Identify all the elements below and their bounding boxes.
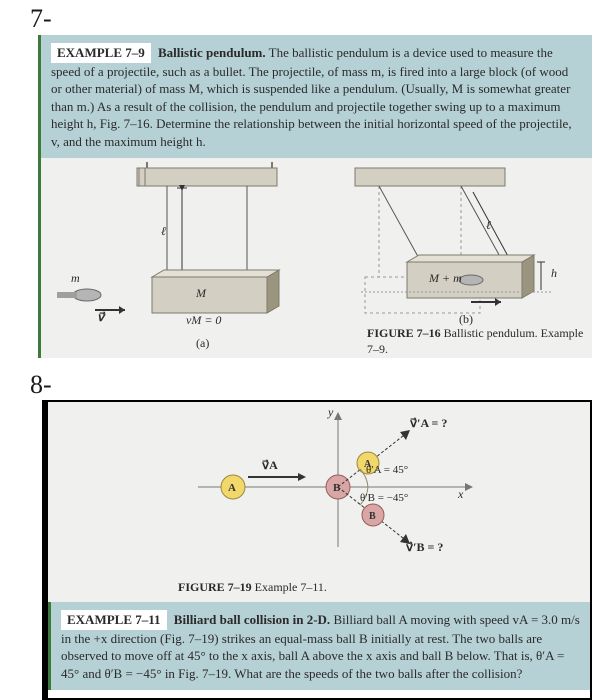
svg-text:A: A: [228, 482, 236, 494]
question-number-7: 7-: [30, 4, 52, 34]
fig716-label-M: M: [196, 286, 206, 301]
fig716-panel-a-label: (a): [196, 336, 209, 351]
question-number-8: 8-: [30, 370, 52, 400]
fig716-label-h: h: [551, 266, 557, 281]
figure-7-19: A B A B y x v⃗A v⃗′A = ? v⃗′B = ? θ′A = …: [48, 402, 590, 602]
fig719-label-vA-after: v⃗′A = ?: [410, 416, 447, 431]
example-7-9-block: EXAMPLE 7–9 Ballistic pendulum. The ball…: [38, 35, 592, 358]
example-7-9-title: Ballistic pendulum.: [158, 45, 266, 60]
figure-7-16: m v⃗ M vM = 0 ℓ (a): [41, 158, 592, 358]
svg-text:B: B: [369, 511, 376, 522]
fig719-label-thetaA: θ′A = 45°: [366, 464, 408, 476]
figure-7-19-svg: A B A B: [48, 402, 578, 572]
fig716-caption-label: FIGURE 7–16: [367, 326, 441, 340]
figure-7-16-panel-b-svg: [341, 162, 571, 332]
fig716-label-Mplusm: M + m: [429, 271, 462, 286]
example-7-11-wrapper: EXAMPLE 7–11 Billiard ball collision in …: [48, 602, 590, 690]
example-7-9-label: EXAMPLE 7–9: [51, 43, 151, 63]
example-7-9-text: EXAMPLE 7–9 Ballistic pendulum. The ball…: [41, 35, 592, 158]
fig716-label-ell-b: ℓ: [486, 218, 491, 233]
fig716-label-m: m: [71, 271, 80, 286]
fig719-caption-text: Example 7–11.: [252, 580, 327, 594]
fig719-caption-label: FIGURE 7–19: [178, 580, 252, 594]
fig719-caption: FIGURE 7–19 Example 7–11.: [178, 580, 327, 596]
fig719-label-x: x: [458, 487, 463, 502]
fig716-panel-b-label: (b): [459, 312, 473, 327]
example-7-11-text: EXAMPLE 7–11 Billiard ball collision in …: [51, 602, 590, 690]
fig719-label-vB-after: v⃗′B = ?: [406, 540, 443, 555]
fig719-label-y: y: [328, 405, 333, 420]
fig719-label-vA-before: v⃗A: [262, 458, 278, 473]
example-7-11-title: Billiard ball collision in 2-D.: [174, 612, 330, 627]
question-8-frame: A B A B y x v⃗A v⃗′A = ? v⃗′B = ? θ′A = …: [42, 400, 592, 700]
fig719-label-thetaB: θ′B = −45°: [360, 492, 408, 504]
fig716-label-v: v⃗: [97, 310, 104, 325]
figure-7-16-panel-a-svg: [47, 162, 307, 332]
fig716-label-ell-a: ℓ: [161, 224, 166, 239]
fig716-caption: FIGURE 7–16 Ballistic pendulum. Example …: [367, 326, 587, 357]
example-7-11-label: EXAMPLE 7–11: [61, 610, 167, 630]
fig716-label-vM: vM = 0: [186, 313, 221, 328]
